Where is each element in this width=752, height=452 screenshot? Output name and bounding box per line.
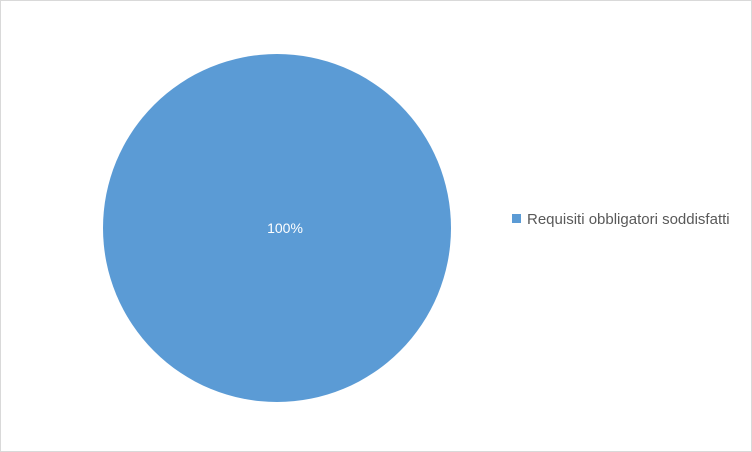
- legend: Requisiti obbligatori soddisfatti: [512, 209, 742, 231]
- pie-slice: [103, 54, 451, 402]
- legend-swatch: [512, 214, 521, 223]
- legend-label: Requisiti obbligatori soddisfatti: [527, 211, 730, 228]
- pie-data-label: 100%: [267, 220, 303, 236]
